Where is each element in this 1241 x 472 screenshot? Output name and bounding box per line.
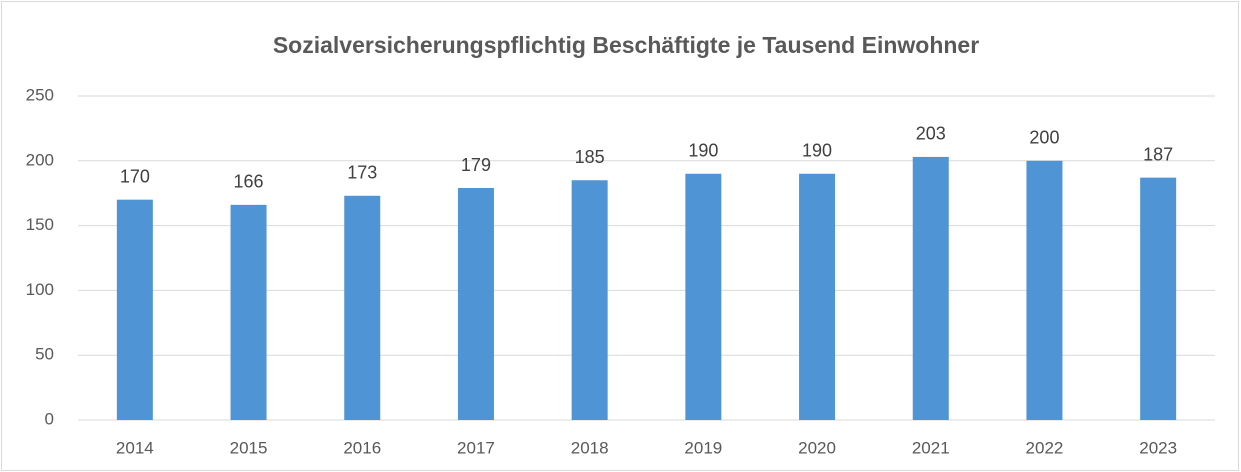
data-label: 170 <box>120 166 150 186</box>
bar <box>344 195 381 420</box>
x-tick-label: 2019 <box>684 438 722 457</box>
x-tick-label: 2014 <box>116 438 154 457</box>
bar <box>685 173 722 420</box>
data-label: 179 <box>461 155 491 175</box>
x-tick-label: 2016 <box>343 438 381 457</box>
x-tick-label: 2017 <box>457 438 495 457</box>
x-tick-label: 2022 <box>1026 438 1064 457</box>
y-tick-label: 150 <box>26 215 54 234</box>
data-label: 200 <box>1029 128 1059 148</box>
chart-title: Sozialversicherungspflichtig Beschäftigt… <box>273 32 979 58</box>
y-tick-label: 250 <box>26 85 54 104</box>
data-label: 173 <box>347 163 377 183</box>
x-tick-label: 2023 <box>1139 438 1177 457</box>
bar <box>799 173 836 420</box>
data-label: 190 <box>802 141 832 161</box>
bar <box>1026 160 1063 421</box>
data-label: 203 <box>916 124 946 144</box>
y-tick-label: 50 <box>35 345 54 364</box>
bar <box>457 188 494 420</box>
data-label: 187 <box>1143 144 1173 164</box>
data-label: 166 <box>234 172 264 192</box>
data-label: 185 <box>575 147 605 167</box>
bar <box>230 204 267 420</box>
bar <box>116 199 153 420</box>
bar <box>571 180 608 420</box>
x-tick-label: 2015 <box>230 438 268 457</box>
bar <box>912 156 949 421</box>
x-tick-label: 2020 <box>798 438 836 457</box>
y-tick-label: 0 <box>45 409 54 428</box>
bar <box>1140 177 1177 420</box>
data-label: 190 <box>688 141 718 161</box>
y-tick-label: 100 <box>26 280 54 299</box>
x-tick-label: 2018 <box>571 438 609 457</box>
y-tick-label: 200 <box>26 150 54 169</box>
x-tick-label: 2021 <box>912 438 950 457</box>
